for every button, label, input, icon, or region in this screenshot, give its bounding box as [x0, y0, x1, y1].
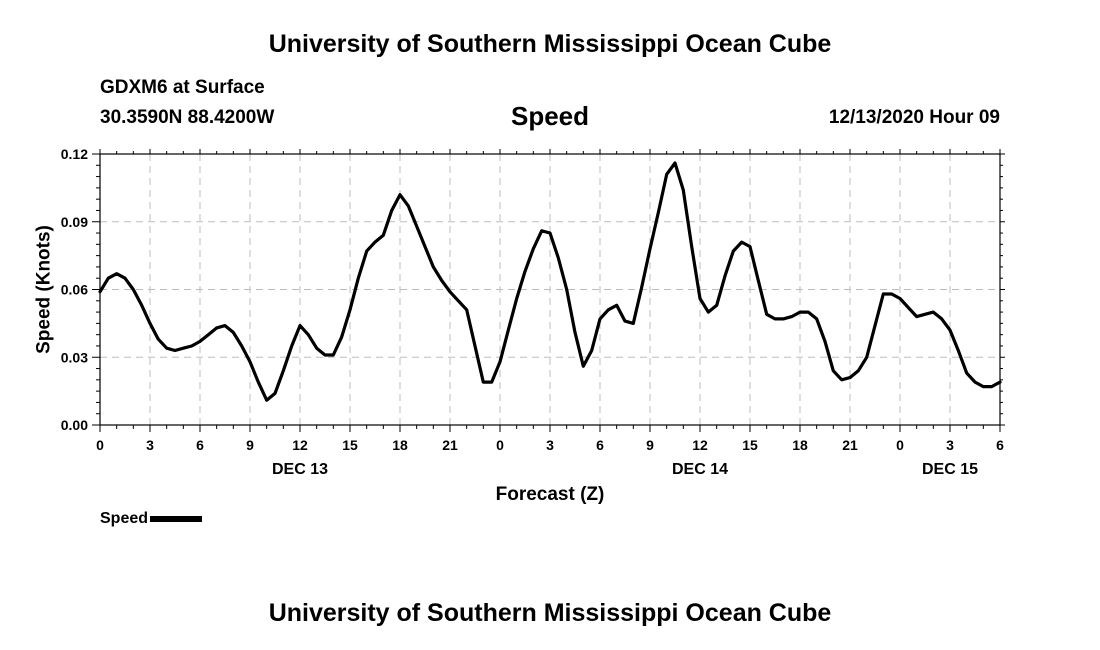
forecast-timestamp: 12/13/2020 Hour 09: [828, 107, 1000, 128]
axis-ticks: [92, 149, 1005, 432]
x-tick-label: 0: [896, 437, 904, 453]
footer-title: University of Southern Mississippi Ocean…: [268, 599, 832, 627]
legend-swatch: [150, 516, 203, 522]
x-tick-label: 6: [196, 437, 204, 453]
date-label: DEC 15: [922, 461, 978, 478]
page-title: University of Southern Mississippi Ocean…: [268, 30, 832, 58]
legend: Speed: [100, 510, 203, 528]
axis-labels: 0 3 6 9 12 15 18 21 0 3 6 9 12 15 18 21 0 3 6 0.00 0.03 0.06 0…: [61, 146, 1004, 478]
x-tick-label: 3: [946, 437, 954, 453]
x-tick-label: 9: [246, 437, 254, 453]
y-tick-label: 0.09: [61, 214, 88, 230]
x-tick-label: 12: [692, 437, 708, 453]
coordinates-label: 30.3590N 88.4200W: [100, 107, 275, 128]
date-label: DEC 13: [272, 461, 328, 478]
x-tick-label: 18: [392, 437, 408, 453]
x-tick-label: 0: [496, 437, 504, 453]
x-tick-label: 0: [96, 437, 104, 453]
x-tick-label: 6: [596, 437, 604, 453]
x-tick-label: 3: [146, 437, 154, 453]
y-tick-label: 0.00: [61, 417, 88, 433]
x-tick-label: 15: [742, 437, 758, 453]
x-axis-label: Forecast (Z): [496, 484, 605, 505]
legend-label: Speed: [100, 510, 149, 527]
station-label: GDXM6 at Surface: [100, 77, 265, 98]
x-tick-label: 18: [792, 437, 808, 453]
chart-title: Speed: [510, 101, 590, 131]
speed-series-line: [98, 161, 1002, 402]
date-label: DEC 14: [672, 461, 728, 478]
x-tick-label: 12: [292, 437, 308, 453]
x-tick-label: 21: [442, 437, 458, 453]
x-tick-label: 3: [546, 437, 554, 453]
x-tick-label: 15: [342, 437, 358, 453]
y-tick-label: 0.12: [61, 146, 88, 162]
x-tick-label: 6: [996, 437, 1004, 453]
series-layer: [98, 161, 1002, 402]
grid: [100, 154, 1000, 425]
x-tick-label: 21: [842, 437, 858, 453]
y-axis-label: Speed (Knots): [34, 225, 55, 354]
x-tick-label: 9: [646, 437, 654, 453]
y-tick-label: 0.03: [61, 349, 88, 365]
y-tick-label: 0.06: [61, 282, 88, 298]
